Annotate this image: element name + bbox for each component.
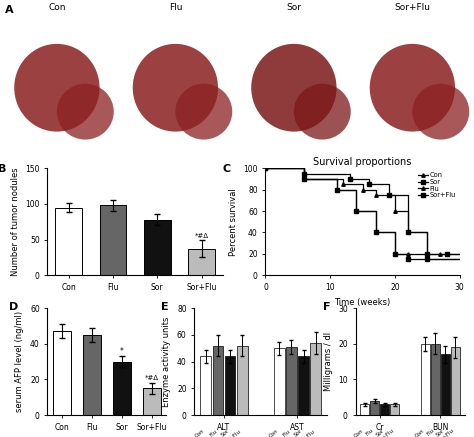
Bar	[113, 362, 131, 415]
Y-axis label: Number of tumor nodules: Number of tumor nodules	[11, 167, 20, 276]
Text: Sor+Flu: Sor+Flu	[435, 428, 455, 437]
Bar	[212, 346, 223, 415]
Text: *#Δ: *#Δ	[194, 233, 209, 239]
Text: E: E	[161, 302, 169, 312]
Ellipse shape	[294, 84, 351, 139]
Text: Sor: Sor	[435, 428, 445, 437]
Text: Flu: Flu	[169, 3, 182, 12]
Bar	[360, 405, 369, 415]
Text: Flu: Flu	[426, 428, 435, 437]
Text: Con: Con	[268, 429, 279, 437]
Text: Con: Con	[48, 3, 65, 12]
Text: Sor: Sor	[374, 428, 385, 437]
Bar	[82, 335, 100, 415]
Text: C: C	[223, 164, 231, 174]
Text: F: F	[323, 302, 330, 312]
Bar	[421, 344, 429, 415]
Text: Sor+Flu: Sor+Flu	[222, 429, 242, 437]
Text: Flu: Flu	[282, 429, 292, 437]
Bar	[431, 344, 439, 415]
Bar	[441, 354, 450, 415]
Text: B: B	[0, 164, 7, 174]
Bar	[53, 331, 71, 415]
Bar	[370, 401, 379, 415]
Bar	[188, 249, 215, 275]
Bar	[55, 208, 82, 275]
Ellipse shape	[370, 44, 455, 132]
Bar	[201, 356, 211, 415]
Text: Sor: Sor	[220, 429, 230, 437]
Legend: Con, Sor, Flu, Sor+Flu: Con, Sor, Flu, Sor+Flu	[417, 172, 456, 199]
Bar	[274, 348, 284, 415]
Y-axis label: Percent survival: Percent survival	[229, 188, 238, 256]
Bar	[225, 356, 236, 415]
Text: D: D	[9, 302, 19, 312]
Text: Flu: Flu	[209, 429, 218, 437]
Bar	[298, 356, 309, 415]
Text: Sor+Flu: Sor+Flu	[296, 429, 316, 437]
Text: Con: Con	[194, 429, 206, 437]
Ellipse shape	[57, 84, 114, 139]
Bar	[143, 388, 161, 415]
Bar	[381, 405, 389, 415]
Bar	[100, 205, 126, 275]
Text: *#Δ: *#Δ	[145, 375, 158, 382]
Text: A: A	[5, 5, 13, 15]
Text: Con: Con	[354, 428, 365, 437]
Ellipse shape	[175, 84, 232, 139]
Text: Sor+Flu: Sor+Flu	[394, 3, 430, 12]
Text: *: *	[119, 347, 124, 356]
Bar	[391, 405, 399, 415]
Text: Sor: Sor	[293, 429, 303, 437]
Text: Sor: Sor	[286, 3, 301, 12]
Ellipse shape	[133, 44, 218, 132]
Y-axis label: Enzyme activity units: Enzyme activity units	[163, 316, 172, 407]
Bar	[310, 343, 321, 415]
Bar	[286, 347, 297, 415]
Y-axis label: Milligrams / dl: Milligrams / dl	[324, 332, 333, 391]
Text: Flu: Flu	[365, 428, 375, 437]
Ellipse shape	[251, 44, 337, 132]
Text: Con: Con	[414, 428, 425, 437]
X-axis label: Time (weeks): Time (weeks)	[335, 298, 391, 306]
Ellipse shape	[412, 84, 469, 139]
Bar	[237, 346, 247, 415]
Title: Survival proportions: Survival proportions	[313, 157, 412, 167]
Ellipse shape	[14, 44, 100, 132]
Bar	[451, 347, 460, 415]
Text: Sor+Flu: Sor+Flu	[375, 428, 395, 437]
Y-axis label: serum AFP level (ng/ml): serum AFP level (ng/ml)	[16, 311, 25, 412]
Bar	[144, 220, 171, 275]
